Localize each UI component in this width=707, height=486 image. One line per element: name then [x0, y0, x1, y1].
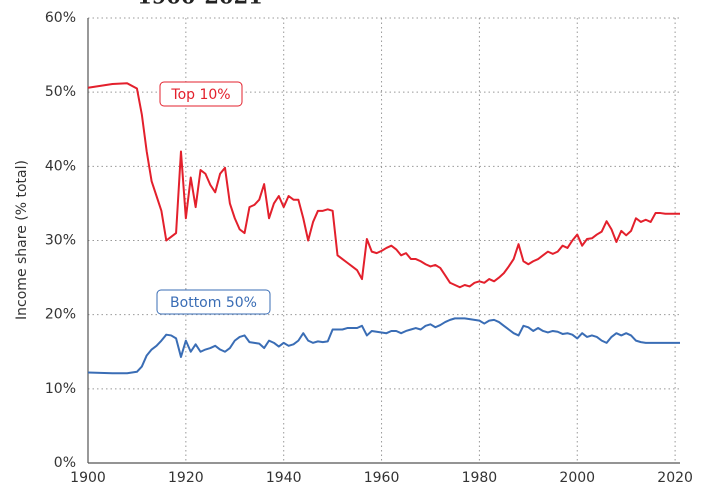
series-line [87, 82, 680, 289]
x-tick-label: 1980 [462, 470, 498, 486]
x-tick-label: 1940 [266, 470, 302, 486]
legend-box [159, 81, 243, 107]
y-tick-label: 20% [45, 307, 76, 323]
y-tick-label: 10% [45, 381, 76, 397]
series-line [87, 317, 680, 375]
chart-title: 1900-2021 [137, 0, 263, 9]
x-tick-label: 2020 [657, 470, 693, 486]
legend-box [156, 289, 271, 315]
legend-label: Top 10% [170, 87, 230, 103]
x-tick-label: 1900 [70, 470, 106, 486]
y-tick-label: 50% [45, 84, 76, 100]
legend-label: Bottom 50% [170, 295, 257, 311]
y-tick-label: 60% [45, 10, 76, 26]
y-tick-label: 0% [54, 455, 76, 471]
y-axis-label: Income share (% total) [14, 160, 30, 320]
y-tick-label: 30% [45, 233, 76, 249]
y-tick-label: 40% [45, 158, 76, 174]
x-tick-label: 1920 [168, 470, 204, 486]
x-tick-label: 1960 [364, 470, 400, 486]
x-tick-label: 2000 [559, 470, 595, 486]
